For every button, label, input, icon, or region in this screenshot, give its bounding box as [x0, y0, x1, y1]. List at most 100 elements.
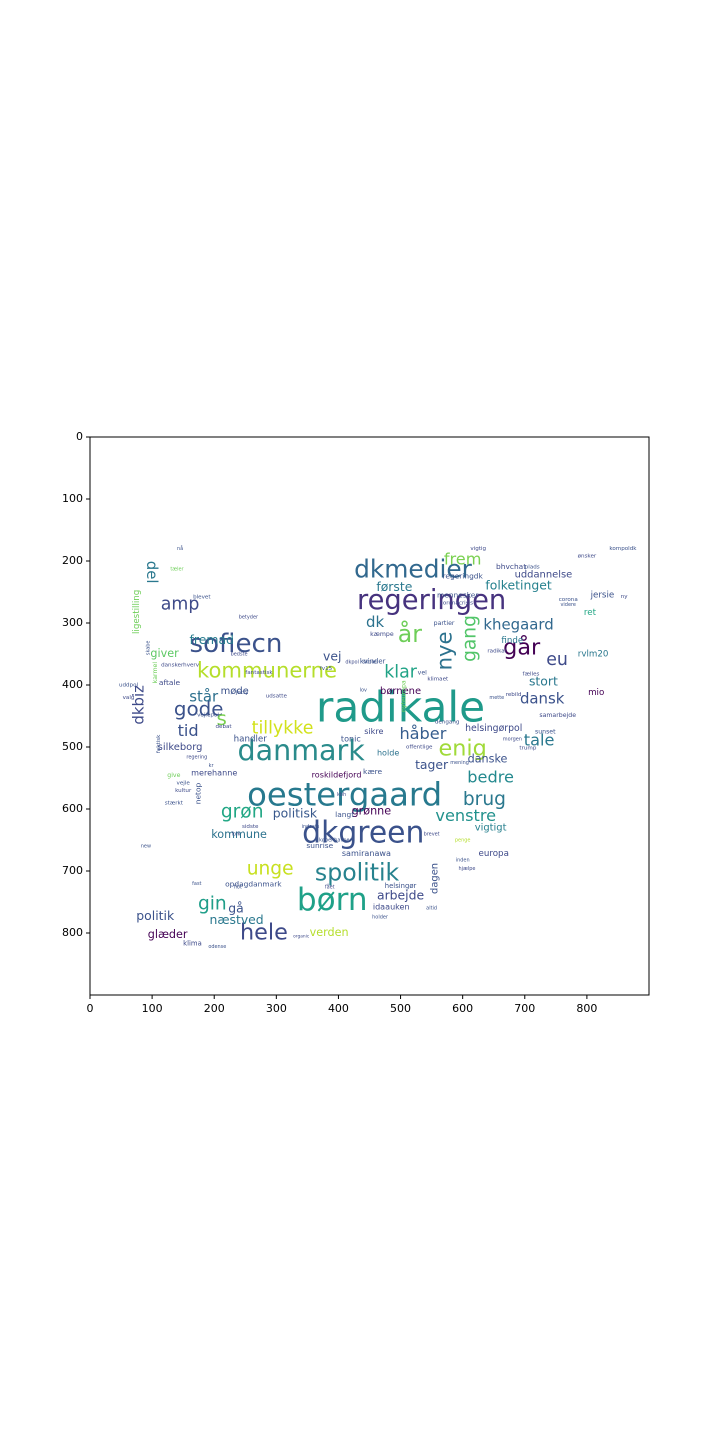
- word-43: fremad: [190, 632, 234, 647]
- word-136: uddpol: [119, 683, 139, 689]
- word-92: trump: [519, 746, 536, 752]
- word-138: new: [141, 844, 151, 850]
- word-82: regeringdk: [442, 572, 483, 581]
- word-47: næstved: [209, 912, 263, 927]
- word-123: give: [167, 772, 180, 779]
- word-141: bedste: [231, 652, 248, 658]
- word-2: danmark: [237, 733, 365, 767]
- word-130: holder: [372, 914, 389, 920]
- word-153: lov: [360, 687, 367, 693]
- y-tick-label: 700: [62, 864, 83, 877]
- word-99: kompoldk: [609, 546, 637, 552]
- word-84: kære: [363, 767, 383, 776]
- word-44: giver: [150, 647, 179, 660]
- word-122: kr: [209, 763, 215, 769]
- word-85: langt: [335, 810, 354, 819]
- word-101: videre: [561, 602, 576, 608]
- word-4: børn: [297, 882, 368, 918]
- word-113: nyteuropa: [401, 680, 408, 712]
- word-106: vel: [418, 670, 427, 677]
- word-148: penge: [455, 838, 471, 844]
- word-69: finde: [501, 636, 523, 646]
- word-24: eu: [546, 650, 568, 670]
- word-32: dansk: [520, 689, 565, 707]
- word-42: første: [376, 579, 412, 594]
- word-55: børnene: [380, 686, 421, 697]
- word-30: venstre: [435, 806, 496, 825]
- word-128: flot: [234, 885, 242, 891]
- word-117: udsatte: [266, 694, 288, 700]
- word-151: altid: [426, 906, 437, 912]
- word-51: gå: [228, 900, 243, 915]
- word-139: fantastisk: [245, 670, 273, 676]
- x-tick-label: 0: [87, 1002, 94, 1015]
- word-135: betyder: [239, 614, 259, 620]
- word-12: går: [503, 632, 541, 660]
- word-3: dkgreen: [302, 815, 424, 850]
- word-118: jetty: [235, 690, 249, 696]
- word-134: blevet: [193, 594, 211, 600]
- word-150: hjælpe: [459, 866, 476, 872]
- word-79: kvinder: [360, 657, 386, 665]
- word-6: sofiecn: [190, 629, 283, 659]
- word-76: samiranawa: [342, 849, 391, 858]
- word-127: folk: [231, 831, 240, 837]
- word-59: europa: [479, 849, 509, 859]
- word-1: oestergaard: [247, 776, 442, 814]
- word-61: uddannelse: [515, 570, 573, 581]
- word-38: dk: [366, 613, 384, 631]
- word-25: frem: [444, 549, 482, 568]
- y-axis: 0 100 200 300 400 500 600 700 800: [62, 430, 90, 939]
- word-62: jersie: [590, 591, 615, 601]
- word-143: tæler: [170, 567, 184, 573]
- word-54: møde: [221, 686, 249, 697]
- word-70: tonic: [341, 734, 361, 743]
- word-137: valg: [123, 695, 135, 701]
- word-108: dengang: [435, 720, 460, 726]
- word-129: fået: [325, 884, 335, 891]
- word-20: amp: [161, 594, 200, 614]
- word-57: danske: [468, 752, 508, 765]
- word-102: radikal: [487, 648, 506, 654]
- word-88: sunrise: [306, 841, 333, 850]
- word-33: del: [143, 561, 161, 584]
- word-142: nå: [177, 545, 183, 552]
- word-15: gang: [460, 615, 481, 662]
- word-110: mette: [489, 695, 504, 701]
- word-5: regeringen: [357, 585, 506, 616]
- word-126: stærkt: [165, 800, 184, 806]
- word-64: rvlm20: [578, 650, 609, 660]
- word-72: holde: [377, 749, 399, 758]
- word-94: coronacrisis: [440, 601, 473, 607]
- word-17: brug: [463, 789, 506, 810]
- word-103: fælles: [523, 671, 540, 677]
- word-155: karmel: [152, 662, 159, 684]
- word-116: fv15: [320, 666, 333, 672]
- y-tick-label: 300: [62, 616, 83, 629]
- word-75: merehanne: [191, 769, 237, 778]
- y-tick-label: 500: [62, 740, 83, 753]
- word-86: netop: [194, 782, 203, 804]
- word-35: står: [189, 687, 219, 705]
- x-axis: 0 100 200 300 400 500 600 700 800: [87, 995, 597, 1015]
- y-tick-label: 100: [62, 492, 83, 505]
- word-154: faktisk: [156, 734, 162, 753]
- word-78: opdagdanmark: [225, 880, 282, 889]
- word-140: skabe: [145, 641, 151, 656]
- word-104: skole: [362, 660, 377, 666]
- word-95: partier: [434, 620, 455, 627]
- word-152: morgen: [503, 736, 522, 742]
- word-21: grøn: [221, 802, 264, 823]
- word-121: regering: [186, 754, 207, 760]
- word-37: politisk: [273, 805, 318, 820]
- word-28: håber: [399, 724, 446, 743]
- x-tick-label: 800: [576, 1002, 597, 1015]
- word-36: dkbiz: [130, 685, 148, 725]
- x-tick-label: 500: [390, 1002, 411, 1015]
- word-56: grønne: [352, 804, 392, 817]
- y-tick-label: 600: [62, 802, 83, 815]
- word-58: vigtigt: [475, 823, 507, 834]
- word-63: ret: [584, 608, 597, 618]
- word-39: tager: [415, 757, 449, 772]
- plot-frame: [89, 436, 650, 996]
